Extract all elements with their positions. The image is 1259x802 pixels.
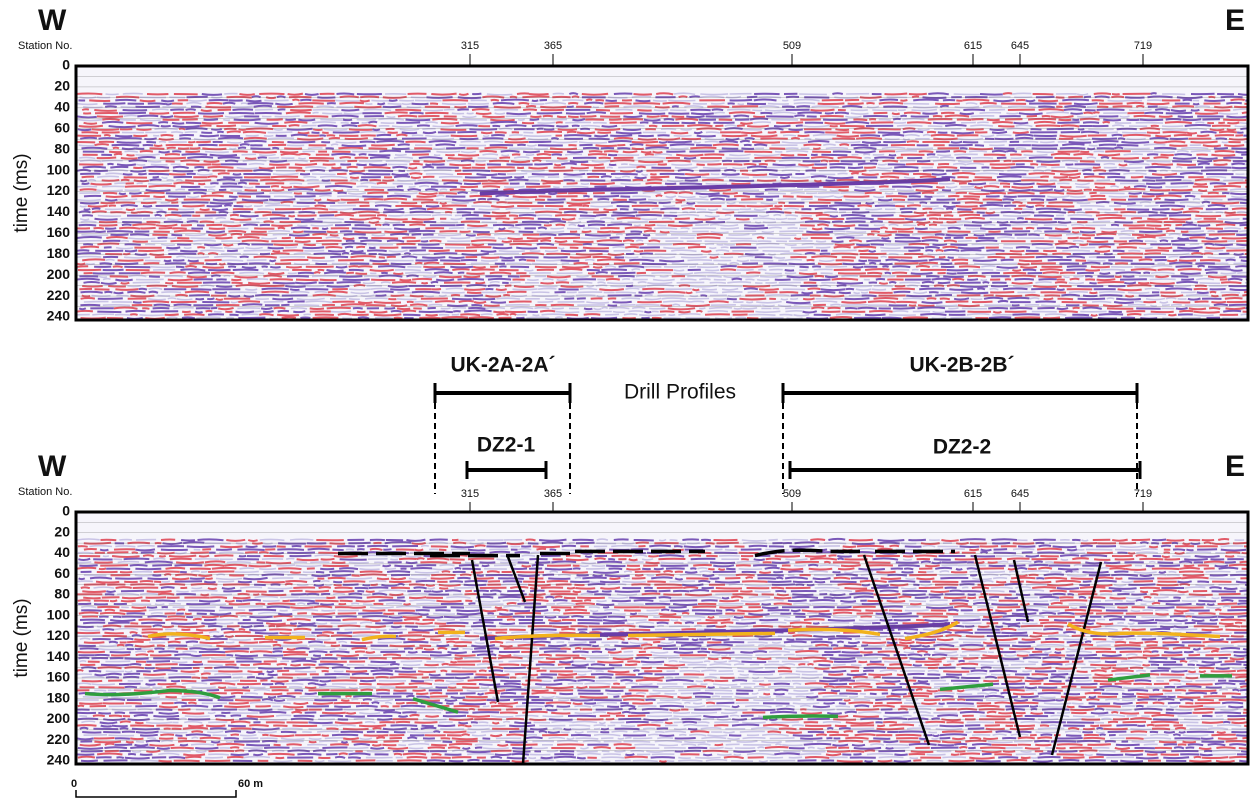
scale-start: 0 bbox=[71, 778, 77, 790]
scale-end: 60 m bbox=[238, 778, 263, 790]
station-number: 509 bbox=[783, 40, 801, 52]
y-tick-label: 180 bbox=[47, 245, 71, 261]
y-tick-label: 20 bbox=[54, 78, 70, 94]
station-number: 719 bbox=[1134, 40, 1152, 52]
figure: UK-2A-2A´ DZ2-1 UK-2B-2B´ DZ2-2 Drill Pr… bbox=[0, 0, 1259, 802]
y-tick-label: 0 bbox=[62, 57, 70, 73]
y-tick-label: 100 bbox=[47, 161, 71, 177]
y-tick-label: 0 bbox=[62, 503, 70, 519]
y-tick-label: 60 bbox=[54, 119, 70, 135]
profile-label: UK-2A-2A´ bbox=[451, 354, 556, 377]
station-label: Station No. bbox=[18, 40, 72, 52]
station-number: 365 bbox=[544, 488, 562, 500]
y-tick-label: 80 bbox=[54, 140, 70, 156]
seismic-panel: W E Station No. 315 365 509 615 645 719 0 20 40 60 80… bbox=[11, 450, 1259, 768]
y-tick-label: 160 bbox=[47, 224, 71, 240]
y-tick-label: 200 bbox=[47, 266, 71, 282]
west-label: W bbox=[38, 450, 67, 483]
drill-profiles: UK-2A-2A´ DZ2-1 UK-2B-2B´ DZ2-2 Drill Pr… bbox=[435, 354, 1140, 494]
scale-bar: 0 60 m bbox=[71, 778, 263, 797]
station-number: 315 bbox=[461, 40, 479, 52]
y-tick-label: 220 bbox=[47, 287, 71, 303]
y-axis-label: time (ms) bbox=[11, 598, 32, 677]
y-tick-label: 220 bbox=[47, 731, 71, 747]
y-tick-label: 180 bbox=[47, 689, 71, 705]
scale-line bbox=[76, 790, 236, 797]
y-tick-label: 240 bbox=[47, 308, 71, 324]
east-label: E bbox=[1225, 4, 1245, 37]
y-tick-label: 60 bbox=[54, 565, 70, 581]
profile-label: DZ2-2 bbox=[933, 436, 991, 459]
y-tick-label: 40 bbox=[54, 544, 70, 560]
y-tick-label: 80 bbox=[54, 586, 70, 602]
station-number: 615 bbox=[964, 40, 982, 52]
y-tick-label: 240 bbox=[47, 752, 71, 768]
station-number: 645 bbox=[1011, 40, 1029, 52]
station-number: 645 bbox=[1011, 488, 1029, 500]
y-tick-label: 20 bbox=[54, 523, 70, 539]
station-number: 315 bbox=[461, 488, 479, 500]
station-label: Station No. bbox=[18, 486, 72, 498]
y-tick-label: 100 bbox=[47, 606, 71, 622]
east-label: E bbox=[1225, 450, 1245, 483]
y-tick-label: 140 bbox=[47, 648, 71, 664]
y-tick-label: 200 bbox=[47, 710, 71, 726]
y-tick-label: 160 bbox=[47, 669, 71, 685]
y-tick-label: 120 bbox=[47, 182, 71, 198]
profile-extents bbox=[435, 393, 1137, 494]
profile-bars bbox=[435, 383, 1140, 479]
station-number: 615 bbox=[964, 488, 982, 500]
y-axis-label: time (ms) bbox=[11, 153, 32, 232]
west-label: W bbox=[38, 4, 67, 37]
drill-profiles-label: Drill Profiles bbox=[624, 381, 736, 404]
y-tick-label: 120 bbox=[47, 627, 71, 643]
y-tick-label: 140 bbox=[47, 203, 71, 219]
station-number: 719 bbox=[1134, 488, 1152, 500]
seismic-panel: W E Station No. 315 365 509 615 645 719 0 20 40 60 80… bbox=[11, 4, 1259, 324]
y-tick-label: 40 bbox=[54, 99, 70, 115]
station-number: 509 bbox=[783, 488, 801, 500]
profile-label: DZ2-1 bbox=[477, 434, 536, 457]
seismic-texture bbox=[76, 66, 1259, 320]
station-number: 365 bbox=[544, 40, 562, 52]
profile-label: UK-2B-2B´ bbox=[910, 354, 1015, 377]
